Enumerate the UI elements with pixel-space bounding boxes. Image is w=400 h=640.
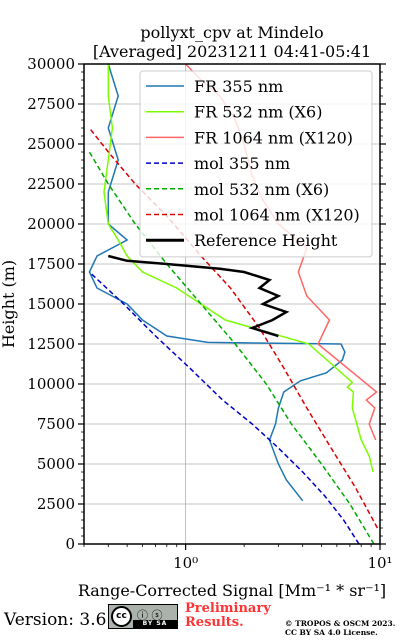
y-tick-label: 20000 [27,215,75,233]
cc-license-badge: cc ⓘ ⓢ BY SA [108,604,178,629]
by-sa-icon: ⓘ ⓢ [137,609,163,622]
series-line-6 [107,254,290,338]
y-tick-label: 10000 [27,375,75,393]
legend-label-5: mol 1064 nm (X120) [194,206,360,225]
badge-strip: BY SA [133,620,177,628]
series-line-3 [88,271,360,544]
y-tick-label: 5000 [37,455,75,473]
preliminary-line2: Results. [185,615,244,630]
legend-box [139,70,373,258]
y-tick-label: 27500 [27,95,75,113]
series-line-1 [103,64,374,473]
y-tick-label: 7500 [37,415,75,433]
preliminary-notice: Preliminary Results. [185,602,271,630]
y-tick-label: 25000 [27,135,75,153]
y-axis-label: Height (m) [0,260,18,348]
y-tick-label: 22500 [27,175,75,193]
y-tick-label: 12500 [27,335,75,353]
x-axis-label: Range-Corrected Signal [Mm⁻¹ * sr⁻¹] [78,581,386,600]
preliminary-line1: Preliminary [185,601,271,616]
copyright-line1: © TROPOS & OSCM 2023. [285,619,396,628]
version-label: Version: 3.6 [4,610,107,630]
series-line-0 [88,64,346,502]
copyright-notice: © TROPOS & OSCM 2023. CC BY SA 4.0 Licen… [285,619,395,637]
cc-icon: cc [111,606,132,627]
x-tick-label: 10¹ [367,554,392,572]
chart-title: pollyxt_cpv at Mindelo [140,23,323,42]
y-tick-label: 17500 [27,255,75,273]
y-tick-label: 0 [65,535,75,553]
x-tick-label: 10⁰ [173,554,198,572]
legend-label-0: FR 355 nm [194,77,283,96]
y-tick-label: 30000 [27,55,75,73]
series-group [88,64,379,544]
chart-subtitle: [Averaged] 20231211 04:41-05:41 [93,42,371,61]
y-tick-label: 15000 [27,295,75,313]
series-line-4 [88,151,375,544]
legend-label-3: mol 355 nm [194,154,290,173]
legend-label-2: FR 1064 nm (X120) [194,128,353,147]
y-tick-label: 2500 [37,495,75,513]
series-line-5 [88,127,379,529]
lidar-profile-chart: pollyxt_cpv at Mindelo[Averaged] 2023121… [0,23,393,600]
legend-label-4: mol 532 nm (X6) [194,180,329,199]
legend-label-6: Reference Height [194,231,338,250]
legend-label-1: FR 532 nm (X6) [194,103,322,122]
copyright-line2: CC BY SA 4.0 License. [285,628,378,637]
